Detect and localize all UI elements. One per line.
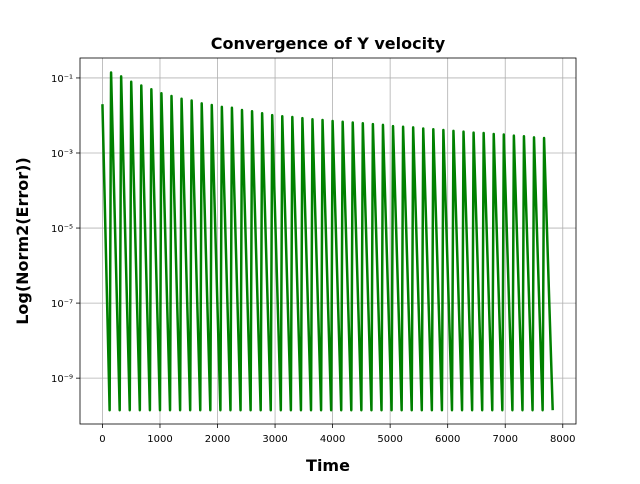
y-tick-label: 10⁻⁵ (51, 224, 73, 235)
y-tick-label: 10⁻⁹ (51, 374, 73, 385)
x-tick-label: 3000 (262, 434, 287, 445)
y-tick-label: 10⁻¹ (51, 74, 73, 85)
x-axis-label: Time (306, 456, 350, 475)
y-tick-label: 10⁻⁷ (51, 299, 73, 310)
x-tick-label: 0 (99, 434, 105, 445)
y-tick-label: 10⁻³ (51, 149, 73, 160)
plot-frame (79, 57, 577, 425)
x-tick-label: 4000 (320, 434, 345, 445)
y-axis-label: Log(Norm2(Error)) (13, 157, 32, 325)
x-tick-label: 6000 (435, 434, 460, 445)
x-tick-label: 8000 (550, 434, 575, 445)
chart-title: Convergence of Y velocity (211, 34, 446, 53)
x-tick-label: 1000 (147, 434, 172, 445)
x-tick-label: 7000 (492, 434, 517, 445)
x-tick-label: 5000 (377, 434, 402, 445)
data-line (101, 71, 554, 412)
x-tick-label: 2000 (205, 434, 230, 445)
